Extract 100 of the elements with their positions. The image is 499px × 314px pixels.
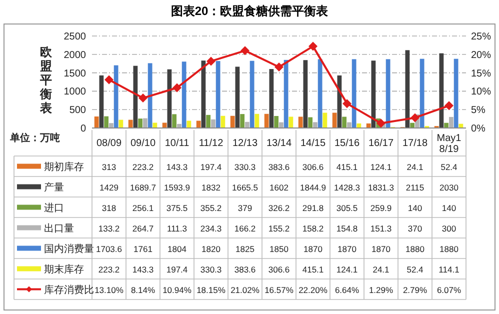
- data-label: 306.6: [302, 162, 324, 172]
- x-tick-label: 09/10: [130, 138, 156, 149]
- data-label: 1832: [202, 182, 221, 192]
- y2-tick-label: 25%: [471, 32, 492, 42]
- legend-label: 国内消费量: [44, 242, 94, 255]
- x-tick-label: 10/11: [164, 138, 190, 149]
- data-label: 143.3: [166, 162, 188, 172]
- data-label: 114.1: [438, 264, 460, 274]
- text: 单位：万吨: [9, 132, 60, 144]
- y-tick-label: 2500: [64, 32, 86, 42]
- x-tick-label: 15/16: [334, 138, 360, 149]
- data-label: 1825: [236, 244, 255, 254]
- data-label: 166.2: [234, 223, 256, 234]
- data-label: 1665.5: [232, 182, 258, 192]
- data-label: 383.6: [268, 162, 290, 172]
- data-label: 2.79%: [402, 284, 428, 295]
- data-label: 6.64%: [334, 284, 360, 295]
- data-label: 326.2: [268, 202, 290, 213]
- data-label: 256.1: [132, 202, 154, 213]
- data-label: 234.3: [200, 223, 222, 234]
- x-tick-label: 08/09: [96, 138, 122, 149]
- data-label: 375.5: [166, 202, 188, 213]
- data-label: 140: [408, 202, 422, 213]
- x-tick-label: 12/13: [232, 138, 258, 149]
- data-label: 1870: [304, 244, 323, 254]
- data-label: 223.2: [98, 264, 120, 274]
- data-label: 1428.3: [334, 182, 360, 192]
- data-label: 415.1: [302, 264, 324, 274]
- legend-label: 产量: [44, 181, 64, 194]
- data-label: 24.1: [372, 264, 390, 274]
- data-label: 330.3: [200, 264, 222, 274]
- data-label: 306.6: [268, 264, 290, 274]
- data-label: 1602: [270, 182, 289, 192]
- x-tick-label: 16/17: [368, 138, 394, 149]
- y2-tick-label: 5%: [471, 105, 486, 116]
- data-label: 133.2: [98, 223, 120, 234]
- data-label: 1429: [100, 182, 119, 192]
- data-label: 22.20%: [298, 284, 328, 295]
- data-label: 1761: [134, 244, 153, 254]
- x-tick-label: 11/12: [198, 138, 224, 149]
- y-tick-label: 1500: [64, 68, 86, 80]
- data-label: 197.4: [166, 264, 188, 274]
- y2-tick-label: 10%: [471, 86, 492, 98]
- legend-label: 库存消费比: [44, 284, 94, 296]
- data-label: 24.1: [406, 162, 424, 172]
- chart-title: 图表20：欧盟食糖供需平衡表: [170, 4, 330, 18]
- data-label: 158.2: [302, 223, 324, 234]
- legend-label: 进口: [44, 202, 64, 214]
- data-label: 415.1: [336, 162, 358, 172]
- data-label: 1831.3: [368, 182, 394, 192]
- data-label: 140: [442, 202, 456, 213]
- y2-tick-label: 15%: [471, 68, 492, 80]
- data-label: 1.29%: [368, 284, 394, 295]
- y-tick-label: 500: [69, 105, 86, 116]
- data-label: 264.7: [132, 223, 154, 234]
- y-tick-label: 0: [80, 124, 86, 134]
- x-tick-label: 14/15: [300, 138, 326, 149]
- data-label: 1870: [372, 244, 391, 254]
- data-label: 8.14%: [130, 284, 156, 295]
- y-tick-label: 1000: [64, 86, 86, 98]
- x-tick-label: 17/18: [402, 138, 428, 149]
- data-label: 155.2: [268, 223, 290, 234]
- data-label: 124.1: [336, 264, 358, 274]
- x-tick-label: May18/19: [436, 133, 462, 155]
- legend-label: 期初库存: [44, 160, 84, 173]
- data-label: 1870: [338, 244, 357, 254]
- data-label: 197.4: [200, 162, 222, 172]
- data-label: 1880: [440, 244, 459, 254]
- data-label: 2030: [440, 182, 459, 192]
- data-label: 355.2: [200, 202, 222, 213]
- y-axis-title: 欧盟平衡表: [39, 45, 53, 115]
- data-label: 52.4: [440, 162, 458, 172]
- y-tick-label: 2000: [64, 50, 86, 61]
- data-label: 370: [408, 223, 422, 234]
- data-label: 111.3: [166, 223, 188, 234]
- data-label: 10.94%: [162, 284, 192, 295]
- data-label: 379: [238, 202, 252, 213]
- data-label: 13.10%: [94, 284, 124, 295]
- data-label: 1820: [202, 244, 221, 254]
- data-label: 305.5: [336, 202, 358, 213]
- data-label: 259.9: [370, 202, 392, 213]
- data-label: 2115: [406, 182, 424, 192]
- data-label: 291.8: [302, 202, 324, 213]
- data-label: 300: [442, 223, 456, 234]
- data-label: 1850: [270, 244, 289, 254]
- y2-tick-label: 0%: [471, 124, 486, 134]
- data-label: 383.6: [234, 264, 256, 274]
- data-label: 124.1: [370, 162, 392, 172]
- data-label: 143.3: [132, 264, 154, 274]
- data-label: 1804: [168, 244, 187, 254]
- legend-label: 出口量: [44, 222, 74, 234]
- x-tick-label: 13/14: [266, 138, 292, 149]
- data-label: 16.57%: [264, 284, 294, 295]
- data-label: 318: [102, 202, 116, 213]
- data-label: 1880: [406, 244, 425, 254]
- data-label: 1593.9: [164, 182, 190, 192]
- data-label: 313: [102, 162, 116, 172]
- data-label: 18.15%: [196, 284, 226, 295]
- legend-label: 期末库存: [44, 263, 84, 276]
- y2-tick-label: 20%: [471, 50, 492, 61]
